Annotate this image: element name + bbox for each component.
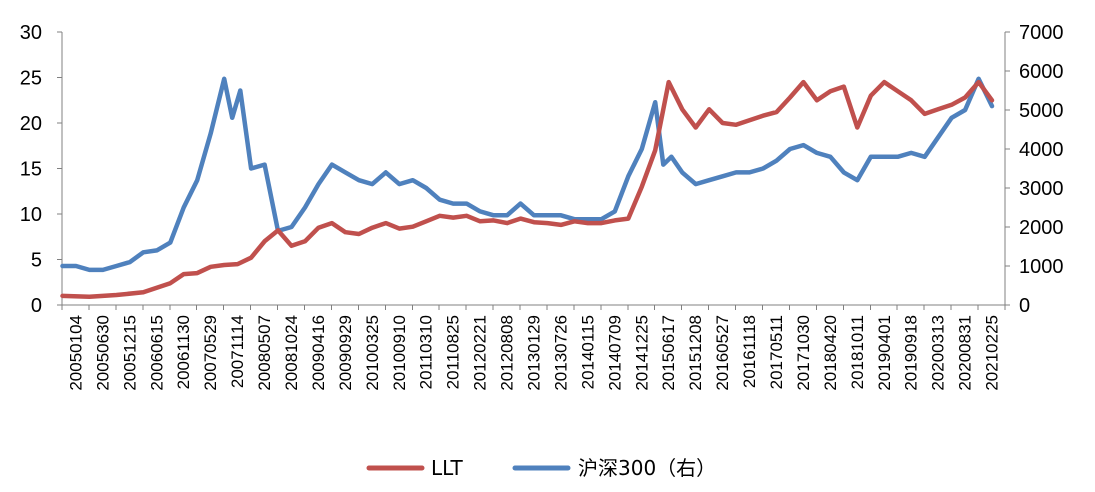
series-line-llt xyxy=(60,79,995,300)
x-tick-label: 20150617 xyxy=(659,315,678,391)
x-tick-label: 20100910 xyxy=(390,315,409,391)
series-line-hs300 xyxy=(60,76,995,273)
x-tick-label: 20110825 xyxy=(444,315,463,389)
y-left-axis: 0 5 10 15 20 25 30 xyxy=(20,22,62,317)
x-tick-label: 20071114 xyxy=(228,315,247,388)
x-tick-label: 20120221 xyxy=(471,315,490,391)
y-right-tick-label: 2000 xyxy=(1019,217,1064,239)
x-tick-label: 20100325 xyxy=(363,315,382,391)
x-tick-label: 20090929 xyxy=(336,315,355,391)
x-tick-label: 20180420 xyxy=(821,315,840,391)
x-tick-label: 20190401 xyxy=(875,315,894,391)
x-tick-label: 20050630 xyxy=(93,315,112,391)
x-tick-label: 20130129 xyxy=(525,315,544,391)
x-tick-label: 20070529 xyxy=(201,315,220,391)
x-tick-label: 20200313 xyxy=(929,315,948,391)
x-tick-label: 20141225 xyxy=(632,315,651,391)
x-tick-label: 20160527 xyxy=(713,315,732,391)
y-left-tick-label: 5 xyxy=(31,250,42,272)
legend-label-hs300: 沪深300（右） xyxy=(578,456,716,480)
legend-label-llt: LLT xyxy=(431,456,464,480)
x-tick-label: 20200831 xyxy=(956,315,975,391)
x-tick-label: 20060615 xyxy=(147,315,166,391)
x-tick-label: 20140709 xyxy=(605,315,624,391)
y-left-tick-label: 0 xyxy=(31,295,42,317)
y-right-tick-label: 6000 xyxy=(1019,61,1064,83)
x-tick-label: 20170511 xyxy=(767,315,786,389)
x-tick-label: 20161118 xyxy=(740,315,759,388)
y-left-tick-label: 20 xyxy=(20,113,42,135)
axes xyxy=(61,32,1006,306)
x-tick-label: 20080507 xyxy=(255,315,274,391)
x-tick-label: 20171030 xyxy=(794,315,813,391)
legend: LLT 沪深300（右） xyxy=(366,456,716,480)
x-tick-label: 20090416 xyxy=(309,315,328,391)
series-layer xyxy=(60,76,995,300)
x-tick-label: 20190918 xyxy=(902,315,921,391)
x-tick-label: 20110310 xyxy=(417,315,436,389)
x-tick-label: 20050104 xyxy=(66,315,85,391)
y-right-tick-label: 5000 xyxy=(1019,100,1064,122)
y-right-tick-label: 0 xyxy=(1019,295,1030,317)
x-tick-label: 20120808 xyxy=(498,315,517,391)
y-right-tick-label: 3000 xyxy=(1019,178,1064,200)
y-left-tick-label: 25 xyxy=(20,68,42,90)
x-tick-label: 20130726 xyxy=(551,315,570,391)
y-right-tick-label: 1000 xyxy=(1019,256,1064,278)
y-right-tick-label: 7000 xyxy=(1019,22,1064,44)
x-tick-label: 20051215 xyxy=(120,315,139,391)
x-tick-label: 20210225 xyxy=(983,315,1002,391)
x-axis: 20050104 20050630 20051215 20060615 20061130… xyxy=(61,305,1006,391)
x-tick-label: 20140115 xyxy=(578,315,597,389)
y-left-tick-label: 10 xyxy=(20,204,42,226)
x-tick-label: 20181011 xyxy=(848,315,867,389)
x-tick-label: 20061130 xyxy=(174,315,193,389)
y-right-axis: 0 1000 2000 3000 4000 5000 6000 7000 xyxy=(1005,22,1064,317)
y-right-tick-label: 4000 xyxy=(1019,139,1064,161)
x-tick-label: 20151208 xyxy=(686,315,705,391)
y-left-tick-label: 30 xyxy=(20,22,42,44)
x-tick-label: 20081024 xyxy=(282,315,301,391)
y-left-tick-label: 15 xyxy=(20,159,42,181)
